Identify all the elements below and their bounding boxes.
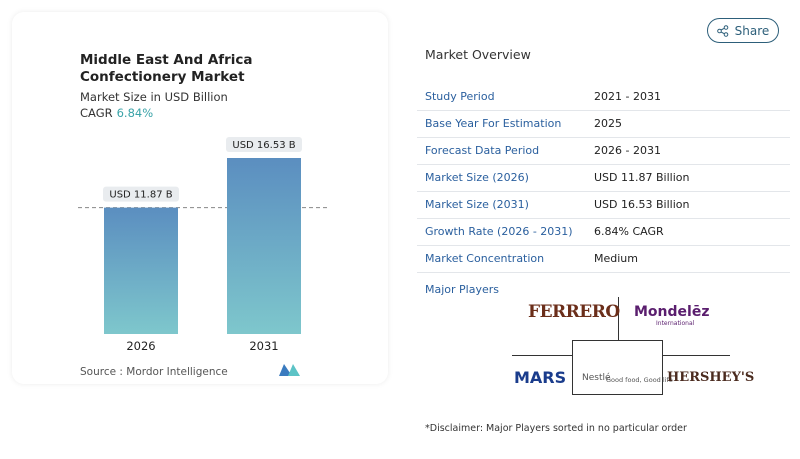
logo-divider xyxy=(618,297,619,340)
row-label: Market Concentration xyxy=(425,252,545,265)
x-tick-label: 2026 xyxy=(126,339,155,353)
row-separator xyxy=(417,218,790,219)
logo-divider xyxy=(663,355,730,356)
bar xyxy=(104,207,178,334)
logo-nestle: Nestlé xyxy=(582,373,611,383)
row-label: Market Size (2026) xyxy=(425,171,529,184)
value-label: USD 16.53 B xyxy=(232,140,295,151)
share-label: Share xyxy=(734,23,770,38)
row-value: USD 16.53 Billion xyxy=(594,198,690,211)
row-value: USD 11.87 Billion xyxy=(594,171,690,184)
cagr: CAGR 6.84% xyxy=(80,106,153,120)
row-separator xyxy=(417,164,790,165)
row-separator xyxy=(417,137,790,138)
row-label: Forecast Data Period xyxy=(425,144,540,157)
logo-ferrero: FERRERO xyxy=(528,302,620,322)
cagr-label: CAGR xyxy=(80,106,113,120)
share-icon xyxy=(716,24,728,37)
row-separator xyxy=(417,245,790,246)
row-label: Growth Rate (2026 - 2031) xyxy=(425,225,573,238)
x-tick-label: 2031 xyxy=(249,339,278,353)
row-value: 2026 - 2031 xyxy=(594,144,661,157)
bar xyxy=(227,158,301,334)
row-label: Study Period xyxy=(425,90,495,103)
value-label-bg xyxy=(226,137,302,152)
disclaimer: *Disclaimer: Major Players sorted in no … xyxy=(425,423,687,434)
row-value: Medium xyxy=(594,252,638,265)
row-label: Market Size (2031) xyxy=(425,198,529,211)
chart-subtitle: Market Size in USD Billion xyxy=(80,90,228,104)
row-value: 6.84% CAGR xyxy=(594,225,664,238)
players-label: Major Players xyxy=(425,283,499,296)
logo-box xyxy=(572,340,663,395)
source: Source : Mordor Intelligence xyxy=(80,366,228,378)
logo-nestle-tagline: Good food, Good life xyxy=(606,376,673,384)
row-separator xyxy=(417,272,790,273)
logo-mondelez-sub: International xyxy=(656,320,695,327)
value-label: USD 11.87 B xyxy=(109,190,172,201)
share-button[interactable]: Share xyxy=(707,18,779,43)
overview-title: Market Overview xyxy=(425,47,531,62)
logo-hershey: HERSHEY'S xyxy=(667,370,755,385)
row-value: 2025 xyxy=(594,117,622,130)
row-separator xyxy=(417,110,790,111)
cagr-value: 6.84% xyxy=(116,106,154,120)
chart-card xyxy=(12,12,388,384)
logo-mars: MARS xyxy=(514,368,567,387)
logo-divider xyxy=(512,355,572,356)
chart: USD 11.87 B 2026 USD 16.53 B 2031 xyxy=(78,137,328,376)
chart-title: Middle East And Africa Confectionery Mar… xyxy=(80,52,253,85)
row-separator xyxy=(417,191,790,192)
value-label-bg xyxy=(103,186,179,202)
row-value: 2021 - 2031 xyxy=(594,90,661,103)
row-label: Base Year For Estimation xyxy=(425,117,562,130)
brand-icon xyxy=(279,364,300,376)
logo-mondelez: Mondelēz xyxy=(634,304,710,320)
